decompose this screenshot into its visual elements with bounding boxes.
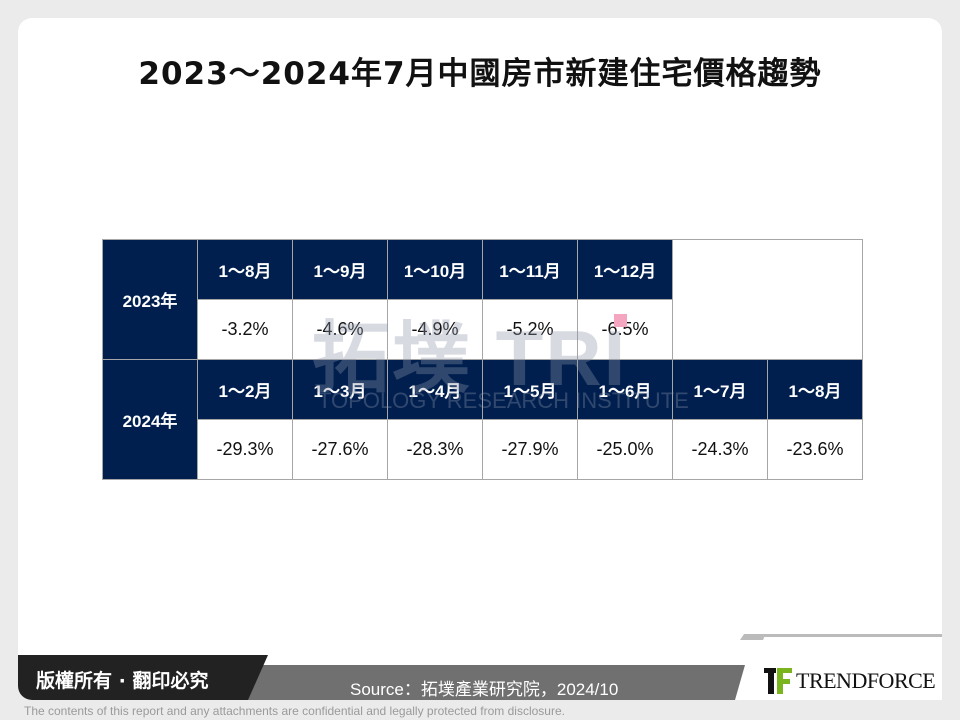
highlight-marker — [614, 314, 627, 327]
value-cell: -4.9% — [387, 299, 483, 360]
period-header: 1～7月 — [672, 359, 768, 420]
period-header: 1～2月 — [197, 359, 293, 420]
brand-name: TRENDFORCE — [796, 668, 936, 693]
value-cell: -4.6% — [292, 299, 388, 360]
period-header: 1～9月 — [292, 239, 388, 300]
year-label: 2023年 — [102, 239, 198, 360]
period-header: 1～11月 — [482, 239, 578, 300]
table-row: 2024年 1～2月 1～3月 1～4月 1～5月 1～6月 1～7月 1～8月 — [102, 359, 863, 480]
period-header: 1～10月 — [387, 239, 483, 300]
value-cell: -28.3% — [387, 419, 483, 480]
page-title: 2023～2024年7月中國房市新建住宅價格趨勢 — [138, 56, 822, 92]
value-cell: -24.3% — [672, 419, 768, 480]
price-trend-table: 2023年 1～8月 1～9月 1～10月 1～11月 1～12月 -3.2% … — [102, 239, 863, 480]
period-header: 1～8月 — [767, 359, 863, 420]
empty-cell — [672, 239, 863, 360]
value-cell: -27.6% — [292, 419, 388, 480]
disclaimer-text: The contents of this report and any atta… — [24, 704, 565, 718]
value-cell: -5.2% — [482, 299, 578, 360]
trendforce-logo: TRENDFORCE — [764, 668, 936, 694]
table-row: 2023年 1～8月 1～9月 1～10月 1～11月 1～12月 — [102, 239, 863, 360]
period-header: 1～3月 — [292, 359, 388, 420]
source-text: Source：拓墣產業研究院，2024/10 — [350, 680, 619, 699]
period-header: 1～5月 — [482, 359, 578, 420]
period-header: 1～12月 — [577, 239, 673, 300]
period-header: 1～4月 — [387, 359, 483, 420]
copyright-text: 版權所有 · 翻印必究 — [36, 670, 209, 692]
footer-copyright-band: 版權所有 · 翻印必究 — [18, 655, 268, 700]
value-cell: -6.5% — [577, 299, 673, 360]
table-row: -29.3% -27.6% -28.3% -27.9% -25.0% -24.3… — [103, 419, 863, 480]
period-header: 1～8月 — [197, 239, 293, 300]
trendforce-logo-icon — [764, 668, 792, 694]
value-cell: -27.9% — [482, 419, 578, 480]
table-row: -3.2% -4.6% -4.9% -5.2% -6.5% — [103, 299, 863, 360]
value-cell: -23.6% — [767, 419, 863, 480]
year-label: 2024年 — [102, 359, 198, 480]
footer-source-band — [245, 665, 745, 700]
period-header: 1～6月 — [577, 359, 673, 420]
value-cell: -29.3% — [197, 419, 293, 480]
value-cell: -3.2% — [197, 299, 293, 360]
value-cell: -25.0% — [577, 419, 673, 480]
